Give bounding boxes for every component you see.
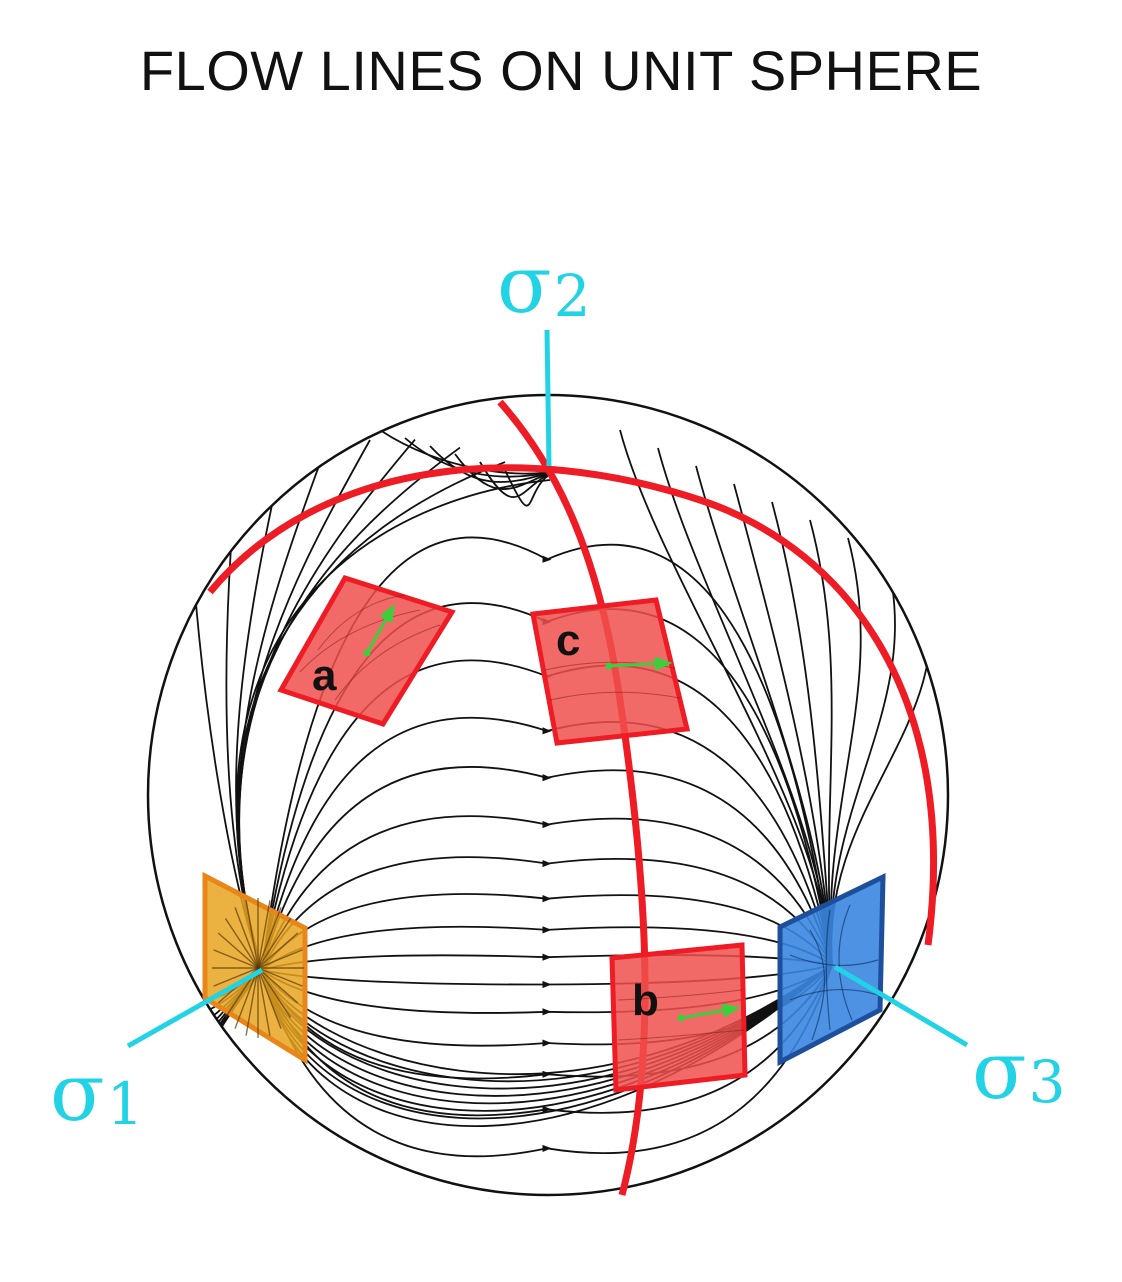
patch-b: b xyxy=(609,942,748,1093)
sigma3-axis-line xyxy=(833,964,969,1048)
sigma2-axis-line xyxy=(544,329,552,467)
sigma1-ray xyxy=(257,949,303,969)
patch-c: c xyxy=(530,597,691,746)
flow-direction-arrow-a xyxy=(365,603,395,654)
sigma1-ray xyxy=(257,918,292,969)
sigma1-ray xyxy=(257,900,271,969)
flow-line xyxy=(809,519,833,966)
diagram-title: FLOW LINES ON UNIT SPHERE xyxy=(139,39,983,102)
flow-line xyxy=(733,483,833,966)
sigma1-ray xyxy=(213,949,259,969)
sigma1-ray xyxy=(217,932,259,969)
sigma1-ray xyxy=(245,900,259,969)
flow-line xyxy=(261,964,833,1080)
sigma1-ray xyxy=(224,918,259,969)
sigma1-ray xyxy=(257,967,299,1004)
flow-line xyxy=(657,447,833,966)
patch-b-label: b xyxy=(632,976,659,1025)
sigma3-subscript: 3 xyxy=(1029,1048,1066,1116)
patch-c-label: c xyxy=(556,616,580,665)
flow-line xyxy=(619,429,833,966)
sigma1-ray xyxy=(257,967,292,1018)
flow-line xyxy=(261,953,833,971)
sigma1-symbol: σ xyxy=(50,1046,105,1139)
sigma1-axis-line xyxy=(126,967,264,1049)
flow-line xyxy=(261,925,833,971)
flow-line xyxy=(235,479,551,971)
flow-line xyxy=(261,893,833,971)
flow-line xyxy=(261,716,833,971)
sigma2-symbol: σ xyxy=(497,238,552,331)
sigma3-symbol: σ xyxy=(972,1024,1027,1117)
sigma3-label: σ3 xyxy=(972,1024,1066,1117)
patch-a: a xyxy=(277,575,456,727)
sigma1-subscript: 1 xyxy=(107,1070,144,1138)
flow-line xyxy=(261,964,833,1158)
sigma1-ray xyxy=(234,967,259,1029)
great-circle-horizontal xyxy=(207,464,938,946)
flow-direction-arrow-c xyxy=(608,656,673,671)
sigma1-ray xyxy=(257,967,282,1029)
sigma2-subscript: 2 xyxy=(554,262,591,330)
flow-direction-arrow-b xyxy=(680,1003,741,1020)
patch-a-label: a xyxy=(312,651,337,700)
sigma1-ray xyxy=(257,907,282,969)
flow-line xyxy=(261,815,833,971)
sigma1-ray xyxy=(257,967,303,987)
sigma1-ray xyxy=(257,967,271,1036)
flow-line xyxy=(261,766,833,971)
sigma1-ray xyxy=(234,907,259,969)
sigma3-patch xyxy=(777,872,886,1067)
flow-line xyxy=(261,856,833,971)
sigma1-label: σ1 xyxy=(50,1046,144,1139)
sigma1-ray xyxy=(257,932,299,969)
sigma1-ray xyxy=(213,967,259,987)
flow-line xyxy=(261,964,833,1016)
sigma1-ray xyxy=(245,967,259,1036)
flow-line xyxy=(261,964,833,989)
flow-line xyxy=(695,465,833,966)
sigma2-label: σ2 xyxy=(497,238,591,331)
flow-line xyxy=(771,501,833,966)
